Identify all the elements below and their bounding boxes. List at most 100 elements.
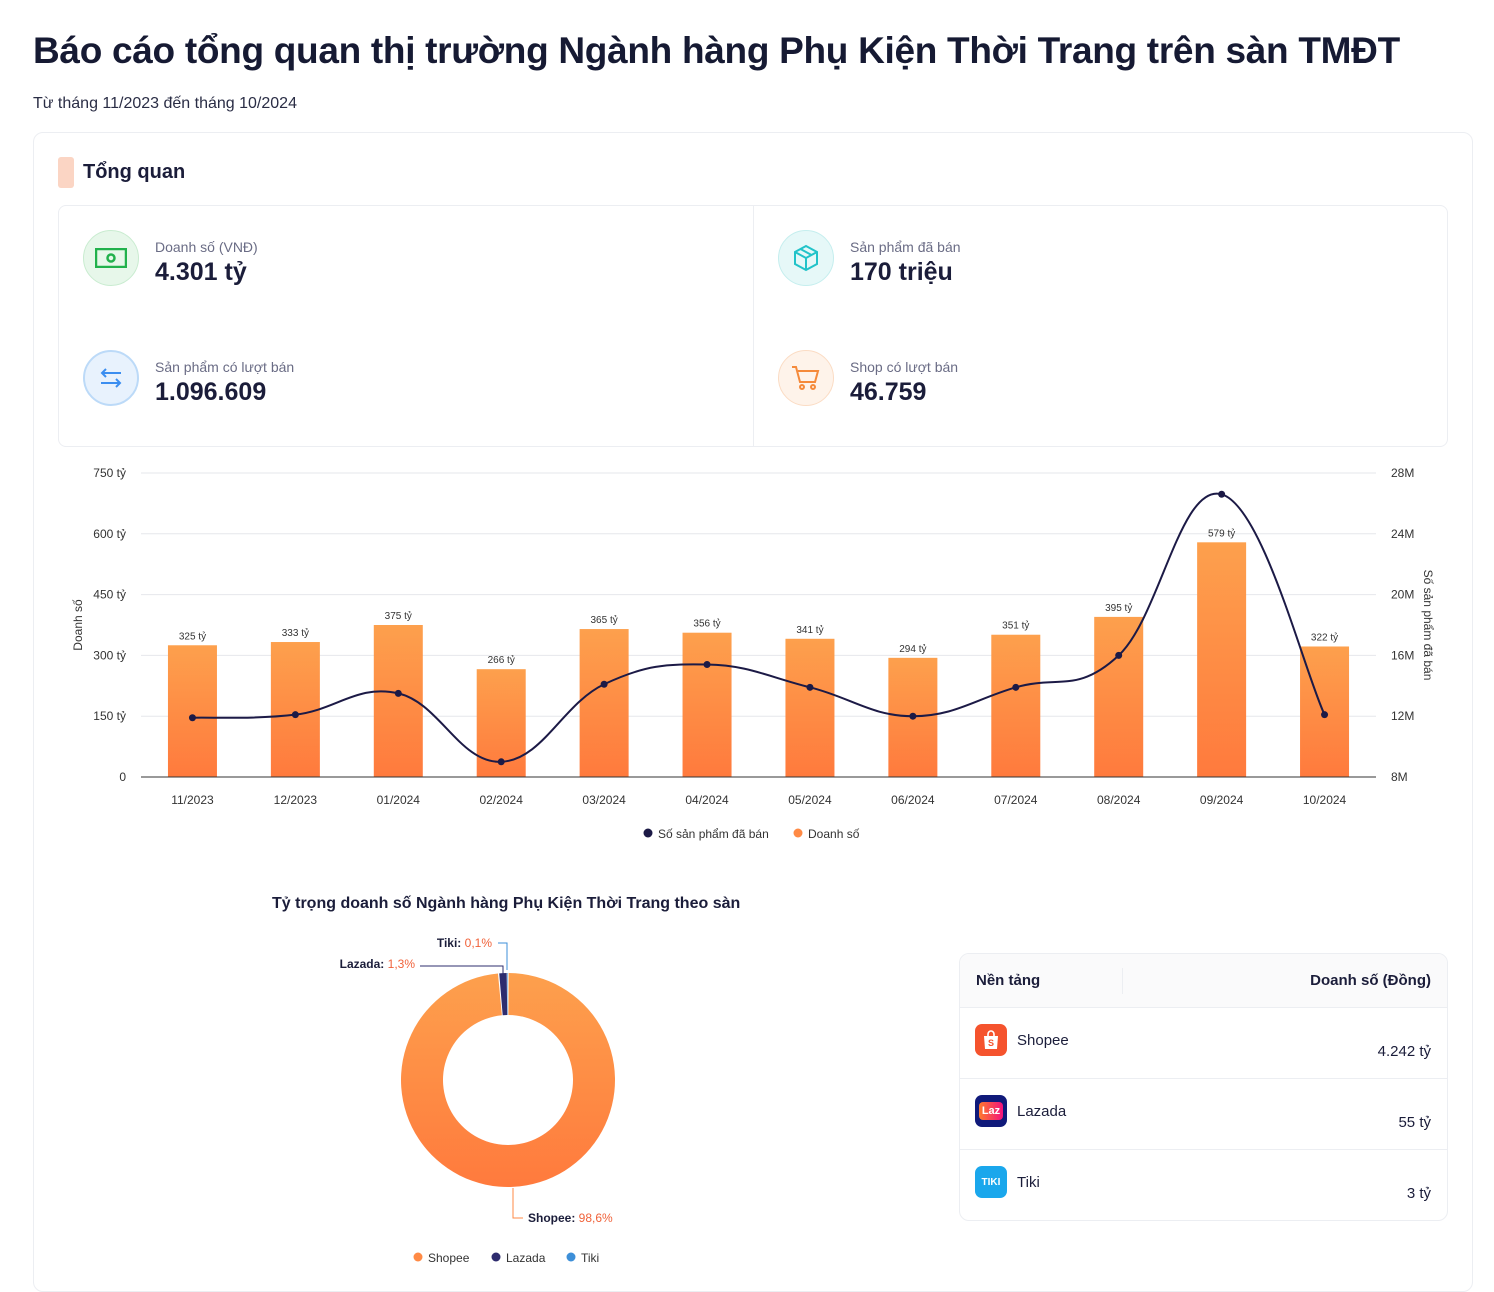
money-icon [83, 230, 139, 286]
bar-data-label: 395 tỷ [1105, 602, 1132, 614]
pie-title: Tỷ trọng doanh số Ngành hàng Phụ Kiện Th… [272, 895, 741, 912]
line-point [703, 661, 711, 669]
x-tick-label: 12/2023 [274, 793, 318, 807]
stat-label: Sản phẩm có lượt bán [155, 359, 295, 375]
stat-products-sold: Sản phẩm đã bán 170 triệu [778, 230, 961, 287]
stats-panel: Doanh số (VNĐ) 4.301 tỷ Sản phẩm đã bán 17… [58, 205, 1448, 447]
legend-label[interactable]: Số sản phẩm đã bán [658, 827, 769, 841]
svg-text:S: S [988, 1038, 994, 1048]
legend-marker [491, 1252, 501, 1262]
section-marker [58, 157, 74, 188]
line-point [1115, 651, 1123, 659]
stat-label: Doanh số (VNĐ) [155, 239, 258, 255]
platform-revenue: 4.242 tỷ [1377, 1043, 1431, 1060]
shopee-logo: S [975, 1024, 1007, 1056]
x-tick-label: 10/2024 [1303, 793, 1347, 807]
legend-label: Tiki [581, 1251, 599, 1265]
slice-label: Shopee: 98,6% [528, 1211, 613, 1225]
stat-shops-with-sales: Shop có lượt bán 46.759 [778, 350, 958, 407]
bar [1094, 616, 1144, 777]
line-point [909, 712, 917, 720]
line-point [394, 689, 402, 697]
line-point [1012, 683, 1020, 691]
cart-icon [778, 350, 834, 406]
bar [682, 632, 732, 777]
platform-name: Lazada [1017, 1103, 1067, 1120]
header-platform: Nền tảng [976, 972, 1041, 989]
table-row: S Shopee 4.242 tỷ [960, 1008, 1447, 1079]
y-tick-label: 150 tỷ [93, 709, 126, 723]
x-tick-label: 03/2024 [582, 793, 626, 807]
bar-data-label: 365 tỷ [591, 614, 618, 626]
leader-line [498, 942, 508, 970]
stat-products-with-sales: Sản phẩm có lượt bán 1.096.609 [83, 350, 294, 407]
stat-revenue: Doanh số (VNĐ) 4.301 tỷ [83, 230, 258, 287]
y-tick-label: 300 tỷ [93, 648, 126, 662]
section-title: Tổng quan [83, 161, 186, 183]
legend-marker [413, 1252, 423, 1262]
x-tick-label: 05/2024 [788, 793, 832, 807]
y2-tick-label: 16M [1391, 648, 1414, 662]
stat-label: Shop có lượt bán [850, 359, 959, 375]
bar [991, 634, 1041, 777]
bar-data-label: 579 tỷ [1208, 527, 1235, 539]
stat-value: 1.096.609 [155, 378, 267, 406]
lazada-logo: Laz [975, 1095, 1007, 1127]
platform-share-donut: Shopee: 98,6% Shopee Lazada: 1,3% Lazada Tik… [340, 936, 615, 1265]
legend-label[interactable]: Doanh số [808, 827, 860, 841]
legend-label: Lazada [506, 1251, 546, 1265]
y2-tick-label: 8M [1391, 770, 1408, 784]
header-revenue: Doanh số (Đồng) [1310, 972, 1431, 989]
leader-line [420, 965, 504, 1010]
page-title: Báo cáo tổng quan thị trường Ngành hàng … [33, 30, 1400, 71]
x-tick-label: 11/2023 [171, 793, 214, 807]
x-tick-label: 04/2024 [685, 793, 729, 807]
revenue-products-chart: Doanh số Số sản phẩm đã bán 0 8M 150 tỷ 12M… [71, 466, 1435, 841]
table-row: Laz Lazada 55 tỷ [960, 1079, 1447, 1150]
y2-tick-label: 28M [1391, 466, 1414, 480]
line-point [291, 711, 299, 719]
platform-table: Nền tảng Doanh số (Đồng) S Shopee 4.242 t… [959, 953, 1448, 1221]
bar-data-label: 322 tỷ [1311, 631, 1338, 643]
table-header: Nền tảng Doanh số (Đồng) [960, 954, 1447, 1008]
x-tick-label: 09/2024 [1200, 793, 1244, 807]
x-tick-label: 07/2024 [994, 793, 1038, 807]
line-point [497, 758, 505, 766]
tiki-logo: TIKI [975, 1166, 1007, 1198]
bar-data-label: 294 tỷ [899, 643, 926, 655]
bar-data-label: 356 tỷ [693, 618, 720, 630]
line-point [188, 714, 196, 722]
donut-slice [400, 973, 615, 1187]
y-tick-label: 450 tỷ [93, 588, 126, 602]
box-icon [778, 230, 834, 286]
line-point [1321, 711, 1329, 719]
transfer-arrows-icon [83, 350, 139, 406]
x-tick-label: 06/2024 [891, 793, 935, 807]
legend-marker-line [643, 828, 653, 838]
stat-value: 4.301 tỷ [155, 258, 247, 286]
x-tick-label: 08/2024 [1097, 793, 1141, 807]
bar-data-label: 266 tỷ [488, 654, 515, 666]
bar-data-label: 333 tỷ [282, 627, 309, 639]
x-tick-label: 02/2024 [480, 793, 524, 807]
bar-data-label: 375 tỷ [385, 610, 412, 622]
bar-data-label: 325 tỷ [179, 630, 206, 642]
bar [785, 638, 835, 777]
platform-revenue: 55 tỷ [1398, 1114, 1431, 1131]
line-point [1218, 490, 1226, 498]
divider [753, 206, 754, 446]
bar-data-label: 351 tỷ [1002, 620, 1029, 632]
y-tick-label: 0 [119, 770, 126, 784]
x-tick-label: 01/2024 [377, 793, 421, 807]
date-range: Từ tháng 11/2023 đến tháng 10/2024 [33, 95, 297, 112]
bar [579, 629, 629, 777]
leader-line [512, 1188, 523, 1219]
bar [1197, 542, 1247, 777]
chart-legend: Số sản phẩm đã bán Doanh số [643, 827, 860, 841]
donut-slice [507, 973, 508, 1016]
bar [167, 645, 217, 777]
y2-tick-label: 24M [1391, 527, 1414, 541]
stat-value: 170 triệu [850, 258, 953, 286]
y2-axis-title: Số sản phẩm đã bán [1421, 570, 1435, 681]
legend-marker [566, 1252, 576, 1262]
